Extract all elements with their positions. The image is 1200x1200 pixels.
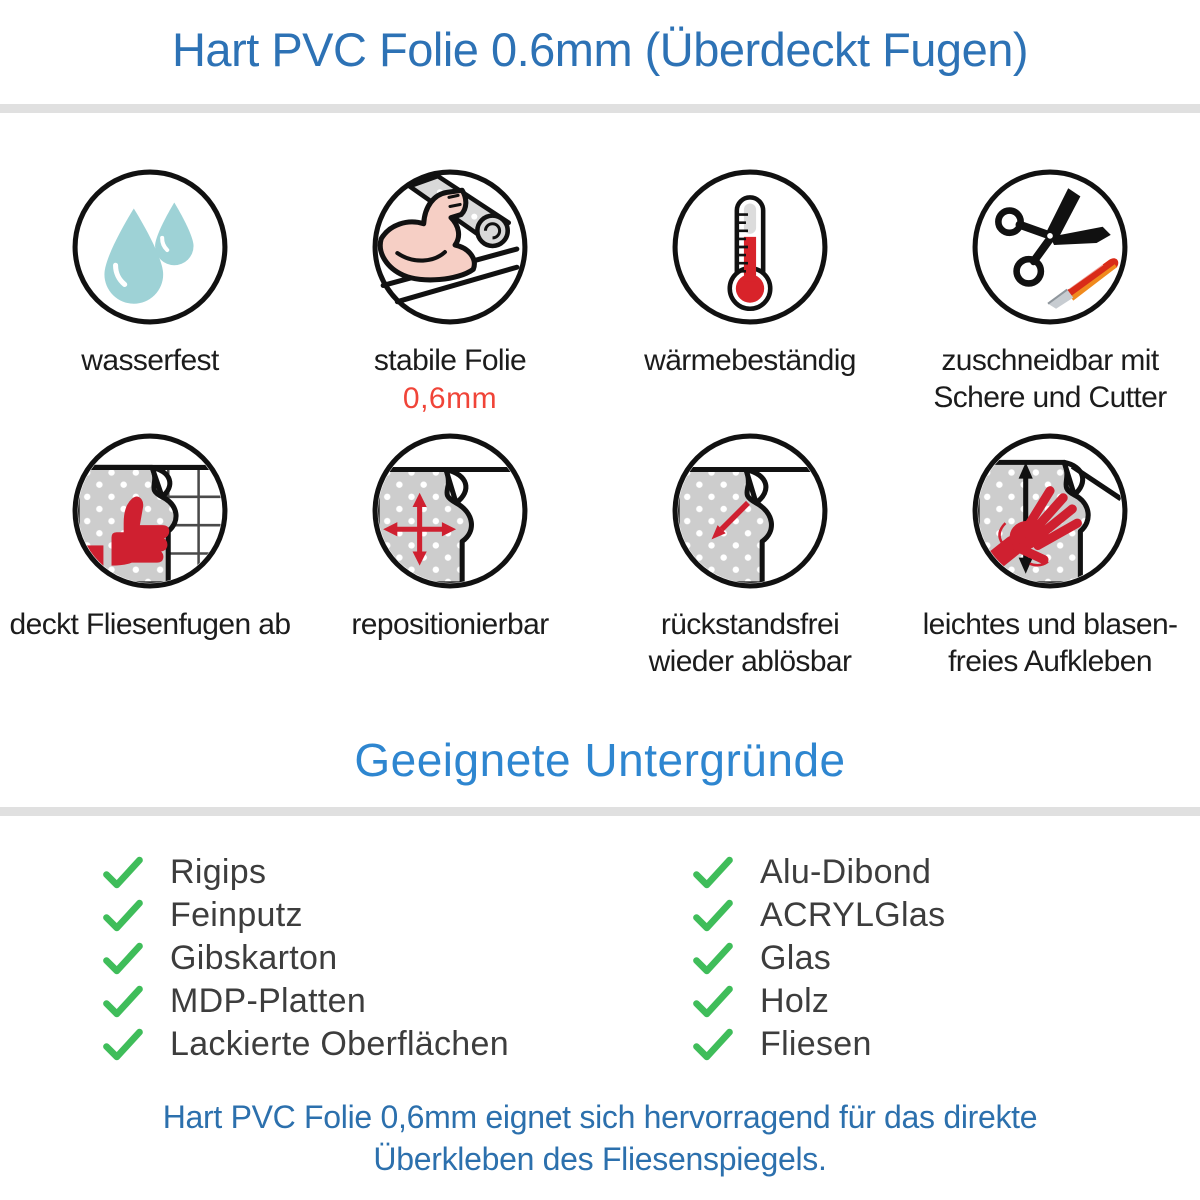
substrate-label: Gibskarton: [170, 939, 338, 977]
substrate-list-left: Rigips Feinputz Gibskarton MDP-Platten L…: [102, 851, 509, 1066]
substrate-label: Fliesen: [760, 1025, 872, 1063]
substrate-label: MDP-Platten: [170, 982, 367, 1020]
water-drops-icon: [72, 169, 228, 325]
list-item: Gibskarton: [102, 937, 509, 980]
feature-sublabel-thickness: 0,6mm: [402, 382, 498, 415]
feature-label: repositionierbar: [351, 608, 549, 641]
checkmark-icon: [103, 899, 143, 932]
list-item: Alu-Dibond: [692, 851, 945, 894]
list-item: Feinputz: [102, 894, 509, 937]
substrate-list-right: Alu-Dibond ACRYLGlas Glas Holz Fliesen: [692, 851, 945, 1066]
list-item: MDP-Platten: [102, 980, 509, 1023]
divider-middle: [0, 807, 1200, 816]
checkmark-icon: [103, 856, 143, 889]
footer-line-1: Hart PVC Folie 0,6mm eignet sich hervorr…: [162, 1099, 1038, 1135]
hand-smoothing-icon: [972, 433, 1128, 589]
list-item: Holz: [692, 980, 945, 1023]
substrate-label: Glas: [760, 939, 832, 977]
move-arrows-foil-icon: [372, 433, 528, 589]
checkmark-icon: [103, 1028, 143, 1061]
feature-stabile-folie: stabile Folie 0,6mm: [369, 166, 531, 416]
checkmark-icon: [103, 985, 143, 1018]
feature-label: deckt Fliesenfugen ab: [9, 608, 292, 641]
list-item: ACRYLGlas: [692, 894, 945, 937]
checkmark-icon: [693, 1028, 733, 1061]
substrate-label: Rigips: [170, 853, 267, 891]
feature-deckt-fliesenfugen: deckt Fliesenfugen ab: [10, 430, 291, 680]
peel-off-arrow-icon: [672, 433, 828, 589]
footer-note: Hart PVC Folie 0,6mm eignet sich hervorr…: [0, 1096, 1200, 1180]
checkmark-icon: [103, 942, 143, 975]
checkmark-icon: [693, 985, 733, 1018]
list-item: Lackierte Oberflächen: [102, 1023, 509, 1066]
substrate-label: Holz: [760, 982, 830, 1020]
feature-label: stabile Folie: [373, 344, 527, 377]
feature-rueckstandsfrei: rückstandsfrei wieder ablösbar: [649, 430, 852, 680]
feature-label: wärmebeständig: [644, 344, 856, 377]
thermometer-icon: [672, 169, 828, 325]
feature-repositionierbar: repositionierbar: [351, 430, 549, 680]
feature-label: wasserfest: [81, 344, 219, 377]
substrate-label: Lackierte Oberflächen: [170, 1025, 509, 1063]
footer-line-2: Überkleben des Fliesenspiegels.: [373, 1141, 827, 1177]
substrate-label: ACRYLGlas: [760, 896, 946, 934]
thumbs-up-tiles-icon: [72, 433, 228, 589]
list-item: Fliesen: [692, 1023, 945, 1066]
checkmark-icon: [693, 856, 733, 889]
feature-zuschneidbar: zuschneidbar mit Schere und Cutter: [933, 166, 1167, 416]
checkmark-icon: [693, 942, 733, 975]
features-row-1: wasserfest stabile Folie 0,6mm: [0, 166, 1200, 416]
scissors-and-cutter-icon: [972, 169, 1128, 325]
feature-wasserfest: wasserfest: [69, 166, 231, 416]
feature-label: zuschneidbar mit Schere und Cutter: [933, 344, 1167, 414]
muscle-arm-foil-icon: [372, 169, 528, 325]
list-item: Rigips: [102, 851, 509, 894]
feature-aufkleben: leichtes und blasen- freies Aufkleben: [923, 430, 1178, 680]
section-heading: Geeignete Untergründe: [354, 734, 846, 786]
features-row-2: deckt Fliesenfugen ab repositionierbar: [0, 430, 1200, 680]
feature-label: leichtes und blasen- freies Aufkleben: [922, 608, 1178, 678]
substrate-label: Alu-Dibond: [760, 853, 932, 891]
checkmark-icon: [693, 899, 733, 932]
divider-top: [0, 104, 1200, 113]
feature-label: rückstandsfrei wieder ablösbar: [648, 608, 852, 678]
page-title: Hart PVC Folie 0.6mm (Überdeckt Fugen): [171, 23, 1029, 76]
list-item: Glas: [692, 937, 945, 980]
substrate-label: Feinputz: [170, 896, 303, 934]
feature-waermebestaendig: wärmebeständig: [644, 166, 856, 416]
